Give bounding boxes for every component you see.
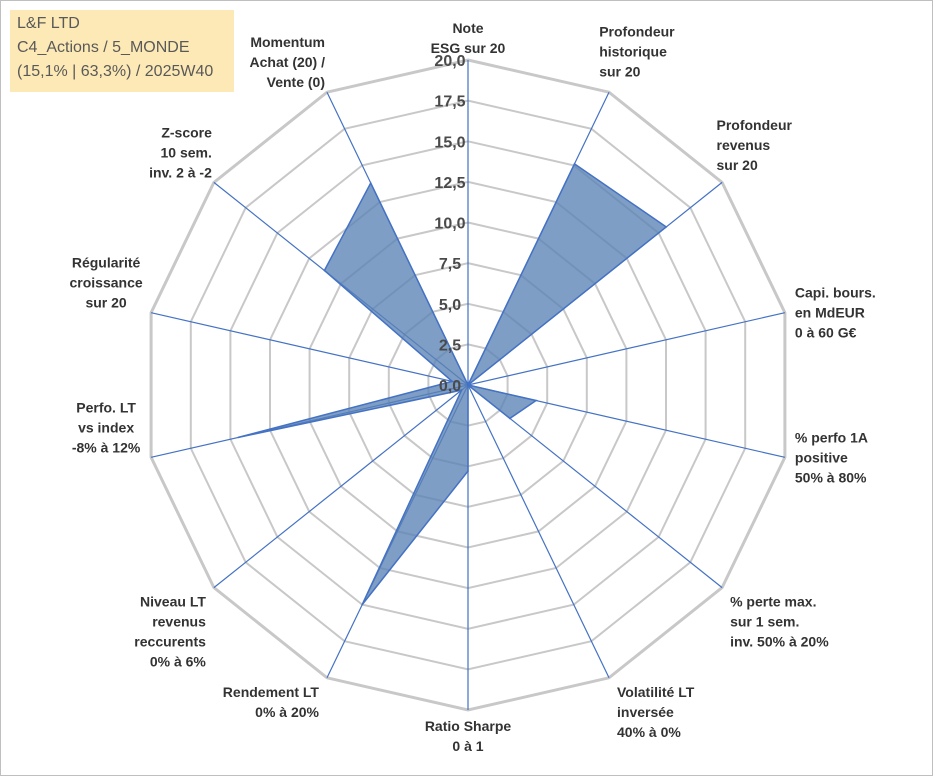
tick-label-2: 5,0 — [439, 297, 461, 314]
axis-label-line: revenus — [152, 614, 206, 630]
data-point-4 — [535, 399, 537, 402]
axis-label-line: 0% à 6% — [150, 654, 207, 670]
axis-label-line: Profondeur — [599, 23, 675, 39]
axis-label-line: Niveau LT — [140, 594, 206, 610]
axis-label-line: inversée — [617, 704, 674, 720]
axis-label-line: Z-score — [161, 124, 212, 140]
spoke-9 — [213, 384, 469, 589]
axis-label-line: ESG sur 20 — [431, 40, 506, 56]
axis-label-line: sur 1 sem. — [730, 614, 799, 630]
axis-label-line: historique — [599, 43, 667, 59]
axis-label-line: 40% à 0% — [617, 724, 681, 740]
data-point-10 — [237, 436, 240, 439]
axis-label-1: Profondeur historique sur 20 — [599, 23, 675, 79]
tick-label-3: 7,5 — [439, 256, 461, 273]
axis-label-line: % perte max. — [730, 594, 816, 610]
axis-label-2: Profondeur revenus sur 20 — [717, 117, 793, 173]
tick-label-5: 12,5 — [434, 175, 465, 192]
axis-label-line: vs index — [78, 419, 134, 435]
axis-label-3: Capi. bours. en MdEUR 0 à 60 G€ — [795, 285, 876, 341]
axis-label-line: Ratio Sharpe — [425, 718, 512, 734]
radar-series — [237, 162, 668, 606]
category-label: C4_Actions / 5_MONDE — [17, 39, 190, 56]
data-point-7 — [467, 470, 469, 472]
axis-label-11: Régularité croissance sur 20 — [70, 255, 143, 311]
tick-label-6: 15,0 — [434, 134, 465, 151]
company-name: L&F LTD — [17, 15, 80, 32]
tick-label-7: 17,5 — [434, 94, 465, 111]
axis-label-line: inv. 50% à 20% — [730, 634, 829, 650]
axis-label-line: % perfo 1A — [795, 429, 868, 445]
axis-label-line: sur 20 — [599, 63, 640, 79]
axis-label-line: inv. 2 à -2 — [149, 164, 212, 180]
data-point-5 — [509, 417, 511, 420]
axis-label-5: % perte max. sur 1 sem. inv. 50% à 20% — [730, 594, 829, 650]
axis-label-line: Achat (20) / — [250, 54, 326, 70]
axis-labels: Note ESG sur 20 Profondeur historique sur 20… — [70, 20, 876, 754]
axis-label-line: revenus — [717, 137, 771, 153]
info-box: L&F LTD C4_Actions / 5_MONDE (15,1% | 63… — [10, 10, 234, 92]
tick-label-4: 10,0 — [434, 216, 465, 233]
axis-label-line: Profondeur — [717, 117, 793, 133]
data-point-12 — [323, 269, 326, 272]
score-week-label: (15,1% | 63,3%) / 2025W40 — [17, 63, 214, 80]
axis-label-line: 10 sem. — [161, 144, 212, 160]
radial-tick-labels: 0,0 2,5 5,0 7,5 10,0 12,5 15,0 17,5 20,0 — [434, 53, 465, 395]
axis-label-line: 0 à 60 G€ — [795, 325, 857, 341]
axis-label-line: Note — [452, 20, 483, 36]
axis-label-line: 0% à 20% — [255, 704, 319, 720]
axis-label-line: positive — [795, 449, 848, 465]
data-point-2 — [665, 226, 667, 228]
tick-label-1: 2,5 — [439, 337, 461, 354]
axis-label-line: Momentum — [250, 34, 325, 50]
tick-label-8: 20,0 — [434, 53, 465, 70]
axis-label-line: Volatilité LT — [617, 684, 695, 700]
axis-label-6: Volatilité LT inversée 40% à 0% — [617, 684, 695, 740]
axis-label-line: Perfo. LT — [76, 399, 136, 415]
data-point-1 — [573, 163, 576, 165]
spoke-3 — [467, 312, 786, 386]
axis-label-9: Niveau LT revenus reccurents 0% à 6% — [134, 594, 206, 670]
axis-label-12: Z-score 10 sem. inv. 2 à -2 — [149, 124, 212, 180]
axis-label-line: reccurents — [134, 634, 206, 650]
axis-label-13: Momentum Achat (20) / Vente (0) — [250, 34, 326, 90]
axis-label-line: sur 20 — [717, 157, 758, 173]
axis-label-10: Perfo. LT vs index -8% à 12% — [72, 399, 141, 455]
axis-label-line: 0 à 1 — [452, 738, 483, 754]
axis-label-line: Capi. bours. — [795, 285, 876, 301]
spoke-11 — [150, 312, 469, 386]
axis-label-8: Rendement LT 0% à 20% — [223, 684, 320, 720]
tick-label-0: 0,0 — [439, 378, 461, 395]
axis-label-line: Régularité — [72, 255, 141, 271]
data-point-13 — [369, 182, 372, 184]
axis-label-7: Ratio Sharpe 0 à 1 — [425, 718, 512, 754]
spoke-6 — [467, 384, 610, 679]
data-point-8 — [361, 603, 364, 606]
axis-label-line: croissance — [70, 275, 143, 291]
data-point-9 — [460, 389, 463, 391]
axis-label-line: 50% à 80% — [795, 469, 867, 485]
axis-label-line: -8% à 12% — [72, 439, 141, 455]
axis-label-0: Note ESG sur 20 — [431, 20, 506, 56]
axis-label-line: en MdEUR — [795, 305, 865, 321]
data-point-6 — [467, 384, 469, 386]
axis-label-4: % perfo 1A positive 50% à 80% — [795, 429, 868, 485]
axis-label-line: Vente (0) — [267, 74, 325, 90]
data-point-11 — [451, 380, 454, 383]
axis-label-line: sur 20 — [85, 295, 126, 311]
axis-label-line: Rendement LT — [223, 684, 320, 700]
